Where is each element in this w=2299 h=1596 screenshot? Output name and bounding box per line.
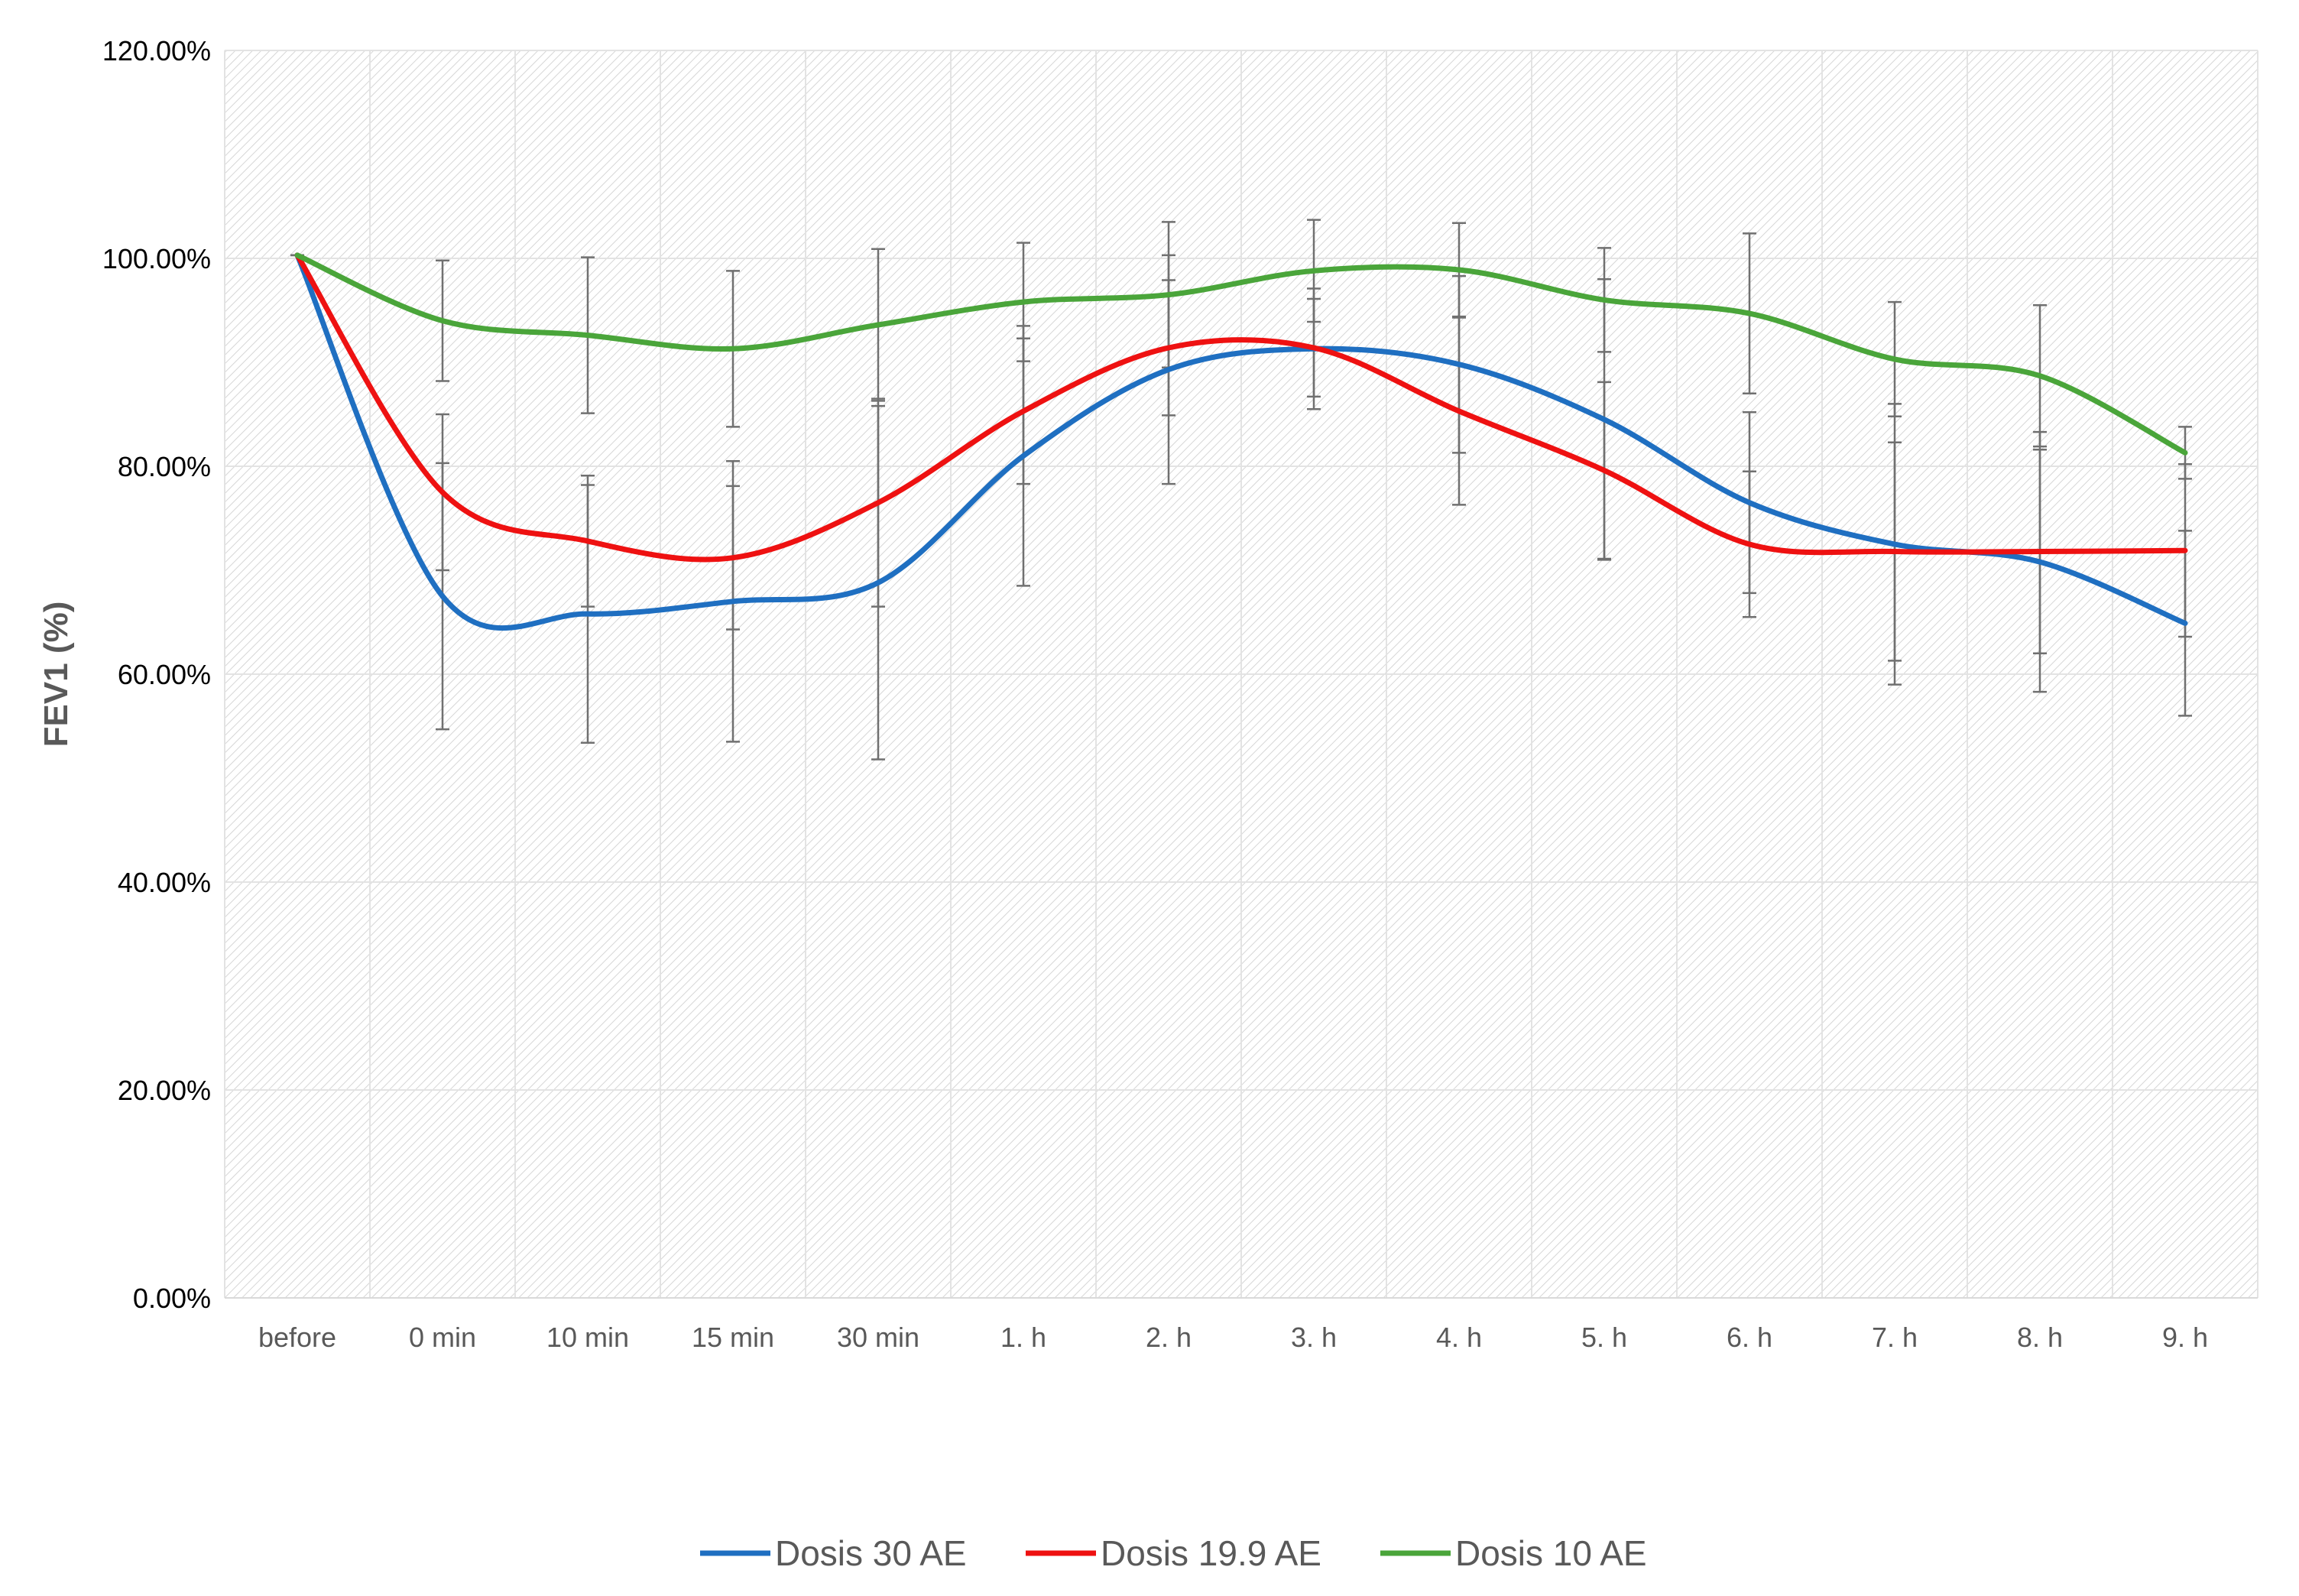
y-tick-label: 80.00%: [118, 451, 211, 482]
gridlines: [224, 50, 2258, 1299]
legend-label: Dosis 10 AE: [1455, 1533, 1647, 1573]
x-tick-label: 2. h: [1146, 1322, 1192, 1353]
x-tick-label: 0 min: [409, 1322, 476, 1353]
x-tick-label: 7. h: [1872, 1322, 1918, 1353]
legend-label: Dosis 19.9 AE: [1101, 1533, 1321, 1573]
x-tick-label: 4. h: [1436, 1322, 1482, 1353]
legend-entry: Dosis 19.9 AE: [1026, 1533, 1321, 1573]
y-axis-label: FEV1 (%): [37, 602, 75, 748]
series-line-1: [294, 252, 2188, 631]
x-axis-ticks: before 0 min 10 min 15 min 30 min 1. h 2. h 3. …: [258, 1322, 2208, 1353]
x-tick-label: 6. h: [1727, 1322, 1772, 1353]
x-tick-label: 10 min: [546, 1322, 629, 1353]
series-lines: [294, 252, 2188, 631]
series-line-2: [294, 252, 2188, 563]
x-tick-label: 9. h: [2162, 1322, 2208, 1353]
y-tick-label: 120.00%: [102, 35, 211, 66]
x-tick-label: 8. h: [2017, 1322, 2063, 1353]
y-tick-label: 0.00%: [133, 1283, 211, 1314]
x-tick-label: before: [258, 1322, 336, 1353]
y-tick-label: 40.00%: [118, 867, 211, 898]
x-tick-label: 15 min: [692, 1322, 774, 1353]
series-line-3: [294, 252, 2188, 456]
legend-entry: Dosis 10 AE: [1380, 1533, 1647, 1573]
y-tick-label: 20.00%: [118, 1075, 211, 1106]
x-tick-label: 1. h: [1000, 1322, 1046, 1353]
y-axis-ticks: 0.00% 20.00% 40.00% 60.00% 80.00% 100.00% 120.…: [102, 35, 211, 1314]
x-tick-label: 5. h: [1581, 1322, 1627, 1353]
legend-label: Dosis 30 AE: [775, 1533, 967, 1573]
x-tick-label: 30 min: [837, 1322, 919, 1353]
x-tick-label: 3. h: [1291, 1322, 1337, 1353]
legend: Dosis 30 AE Dosis 19.9 AE Dosis 10 AE: [700, 1533, 1647, 1573]
y-tick-label: 60.00%: [118, 659, 211, 690]
legend-entry: Dosis 30 AE: [700, 1533, 967, 1573]
y-tick-label: 100.00%: [102, 243, 211, 274]
